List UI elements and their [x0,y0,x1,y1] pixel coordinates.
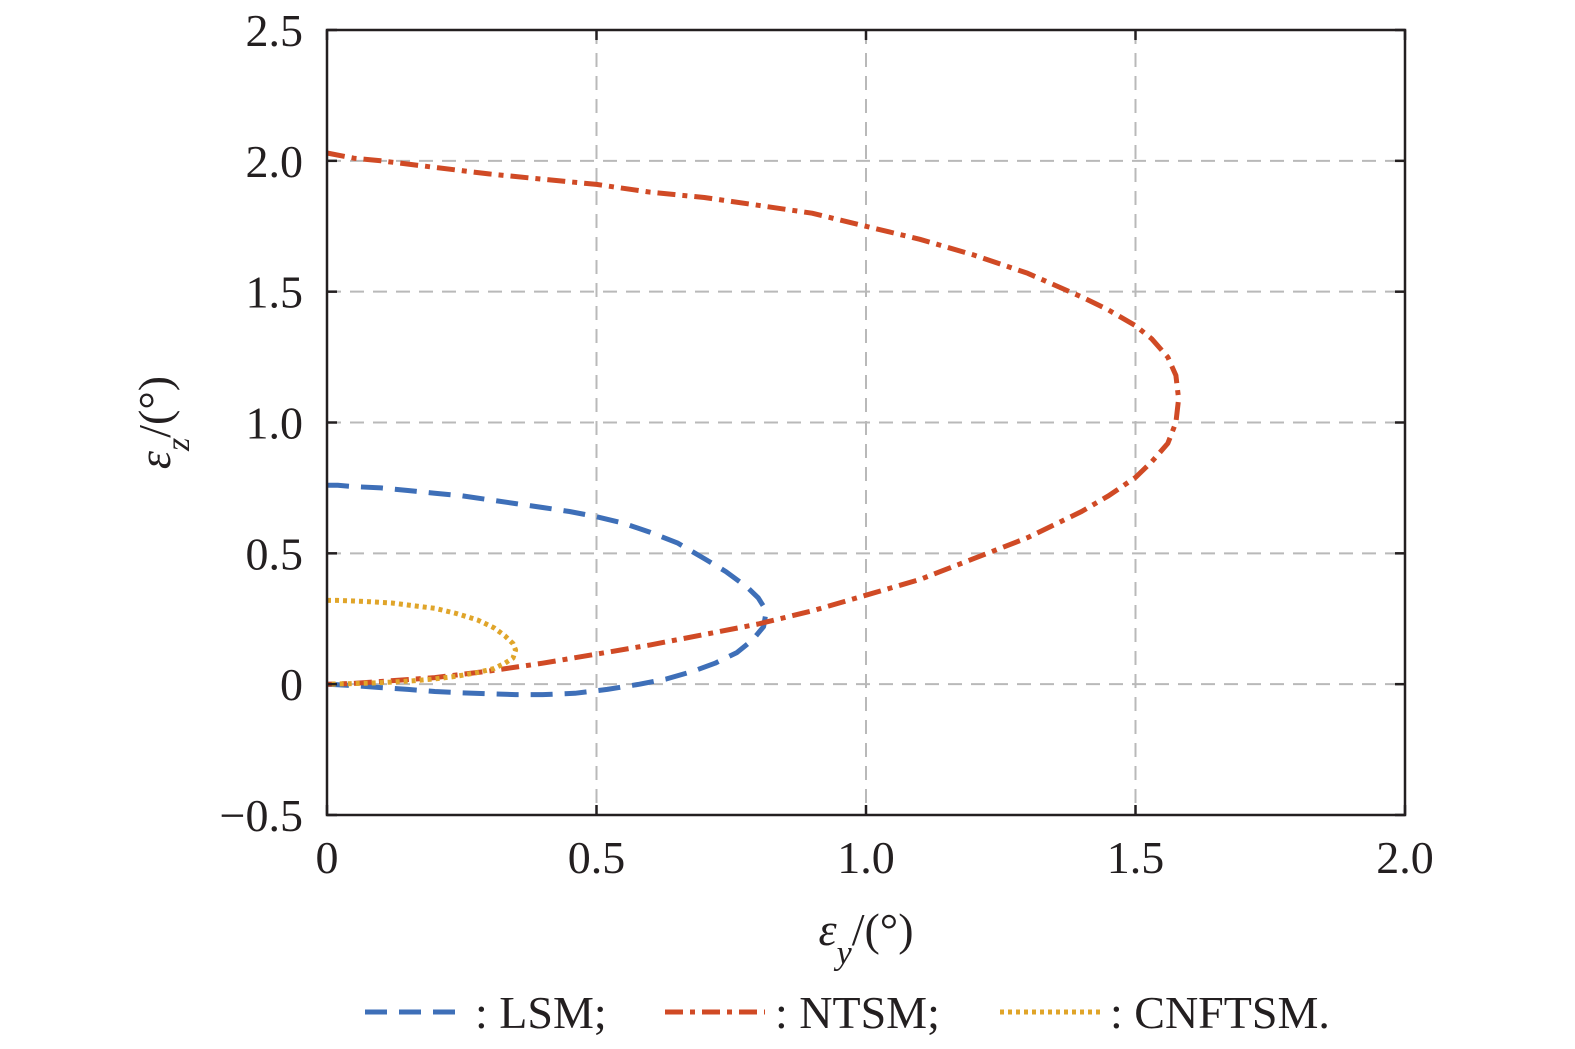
y-axis-subscript: z [160,438,197,452]
x-tick-label: 2.0 [1376,832,1434,883]
series-line-3 [326,597,519,687]
y-tick-label: 2.0 [246,136,304,187]
x-axis-title: εy/(°) [818,904,913,972]
plot-series [326,150,1182,698]
series-line-1 [326,482,769,698]
x-tick-label: 1.5 [1107,832,1165,883]
y-axis-symbol: ε [129,450,180,469]
x-axis-symbol: ε [818,904,837,955]
y-tick-label: 0 [280,659,303,710]
x-tick-label: 0 [316,832,339,883]
y-tick-label: 1.0 [246,398,304,449]
legend-label-2: : NTSM; [775,987,940,1038]
grid-lines [327,30,1405,815]
tick-labels: 0 0.5 1.0 1.5 2.0 −0.5 0 0.5 1.0 1.5 2.0 2.5 [220,5,1434,883]
x-tick-label: 1.0 [837,832,895,883]
y-axis-title: εz/(°) [129,376,197,469]
axis-ticks [325,28,1407,817]
y-tick-label: −0.5 [220,790,303,841]
legend-label-1: : LSM; [475,987,607,1038]
legend: : LSM; : NTSM; : CNFTSM. [365,987,1330,1038]
x-axis-subscript: y [834,935,853,972]
y-tick-label: 1.5 [246,267,304,318]
series-line-2 [326,150,1182,687]
x-tick-label: 0.5 [568,832,626,883]
y-axis-unit: /(°) [129,376,180,438]
legend-label-3: : CNFTSM. [1110,987,1330,1038]
y-tick-label: 2.5 [246,5,304,56]
y-tick-label: 0.5 [246,528,304,579]
x-axis-unit: /(°) [852,904,914,955]
